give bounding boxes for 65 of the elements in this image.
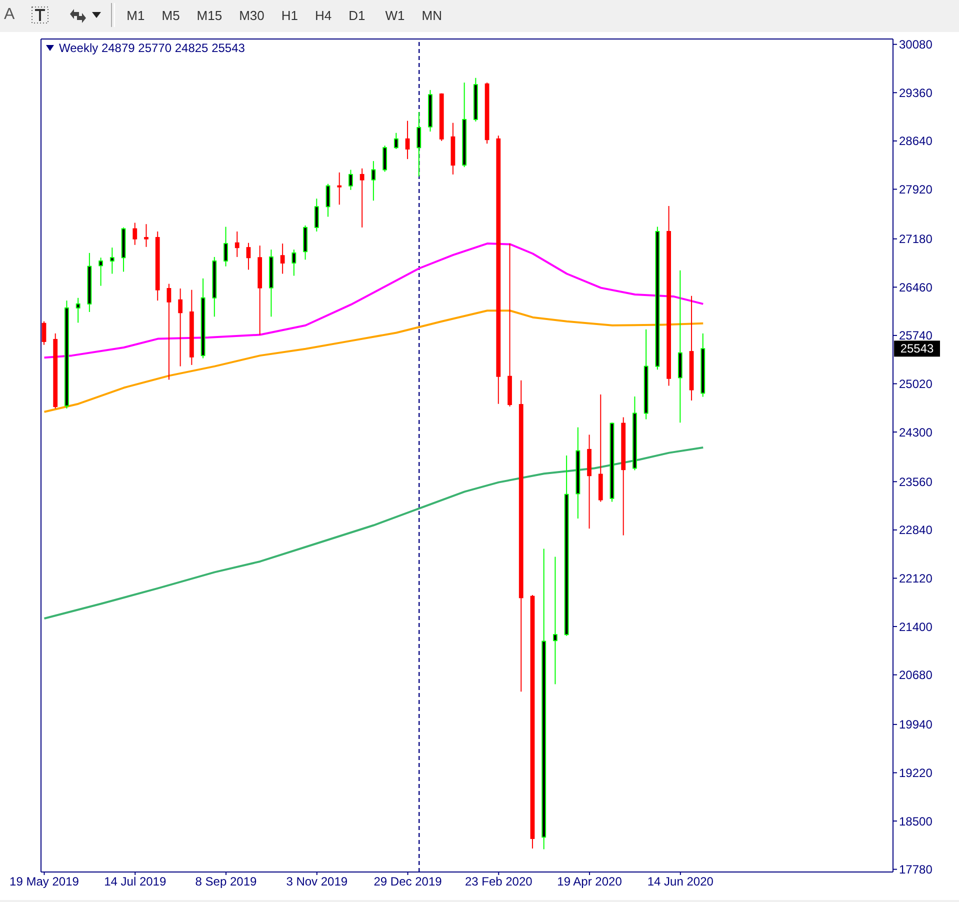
x-tick-label: 23 Feb 2020 — [464, 874, 533, 889]
y-tick-label: 22840 — [899, 523, 933, 538]
x-tick-label: 19 May 2019 — [10, 874, 80, 889]
text: MN — [422, 8, 442, 22]
text: H4 — [315, 8, 332, 22]
x-tick-label: 14 Jul 2019 — [104, 874, 166, 889]
text: M15 — [196, 8, 222, 22]
candlestick — [371, 160, 376, 202]
candlestick — [178, 288, 183, 367]
candlestick — [280, 243, 285, 274]
candlestick — [42, 320, 46, 346]
x-tick-label: 19 Apr 2020 — [557, 874, 622, 889]
y-tick-label: 25020 — [899, 376, 933, 391]
y-tick-label: 21400 — [899, 620, 933, 634]
y-tick-label: 17780 — [899, 862, 933, 877]
y-tick-label: 25740 — [899, 328, 933, 343]
chart-title: Weekly 24879 25770 24825 25543 — [59, 41, 245, 55]
x-tick-label: 3 Nov 2019 — [286, 874, 348, 889]
x-tick-label: 8 Sep 2019 — [195, 874, 258, 889]
line-series — [43, 310, 704, 413]
candlestick — [348, 169, 353, 190]
y-tick-label: 28640 — [899, 134, 933, 148]
text: A — [4, 6, 15, 24]
text: H1 — [281, 8, 298, 22]
line-series — [43, 446, 704, 620]
y-tick-label: 19220 — [899, 766, 933, 780]
y-tick-label: 29360 — [899, 86, 933, 100]
y-tick-label: 30080 — [899, 38, 933, 52]
line-series — [43, 242, 704, 359]
candlestick — [98, 257, 103, 286]
x-tick-label: 29 Dec 2019 — [374, 874, 442, 889]
text: M30 — [239, 8, 264, 22]
candlestick — [144, 224, 148, 248]
y-tick-label: 24300 — [899, 425, 933, 440]
candlestick — [326, 183, 330, 218]
candlestick — [234, 230, 240, 258]
candlestick — [292, 249, 296, 276]
text: 25543 — [900, 342, 934, 356]
candlestick — [416, 112, 422, 177]
candlestick — [382, 145, 387, 172]
y-tick-label: 19940 — [899, 718, 933, 732]
candlestick — [360, 168, 364, 228]
y-tick-label: 20680 — [899, 668, 933, 682]
candlestick — [132, 222, 138, 246]
candlestick — [405, 120, 410, 160]
candlestick — [337, 172, 342, 206]
candlestick — [314, 198, 319, 232]
text: M5 — [162, 8, 180, 22]
candlestick — [553, 556, 558, 685]
candlestick — [246, 242, 251, 270]
y-tick-label: 18500 — [899, 814, 933, 828]
y-tick-label: 27920 — [899, 182, 933, 196]
candlestick — [224, 226, 228, 267]
candlestick — [76, 297, 80, 324]
x-tick-label: 14 Jun 2020 — [647, 874, 714, 889]
candlestick — [110, 247, 114, 274]
y-tick-label: 27180 — [899, 232, 933, 246]
y-tick-label: 23560 — [899, 474, 933, 489]
candlestick — [394, 132, 398, 150]
text: W1 — [385, 8, 405, 22]
text: M1 — [126, 8, 145, 22]
candlestick — [166, 283, 172, 380]
text: D1 — [348, 8, 366, 22]
y-tick-label: 26460 — [899, 280, 933, 294]
y-tick-label: 22120 — [899, 571, 933, 586]
